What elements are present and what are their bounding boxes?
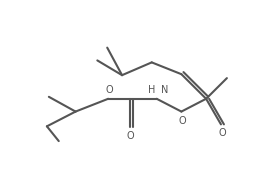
Text: O: O (218, 128, 226, 138)
Text: N: N (161, 85, 168, 95)
Text: O: O (126, 131, 134, 141)
Text: H: H (148, 85, 156, 95)
Text: O: O (105, 85, 113, 95)
Text: O: O (179, 115, 186, 126)
